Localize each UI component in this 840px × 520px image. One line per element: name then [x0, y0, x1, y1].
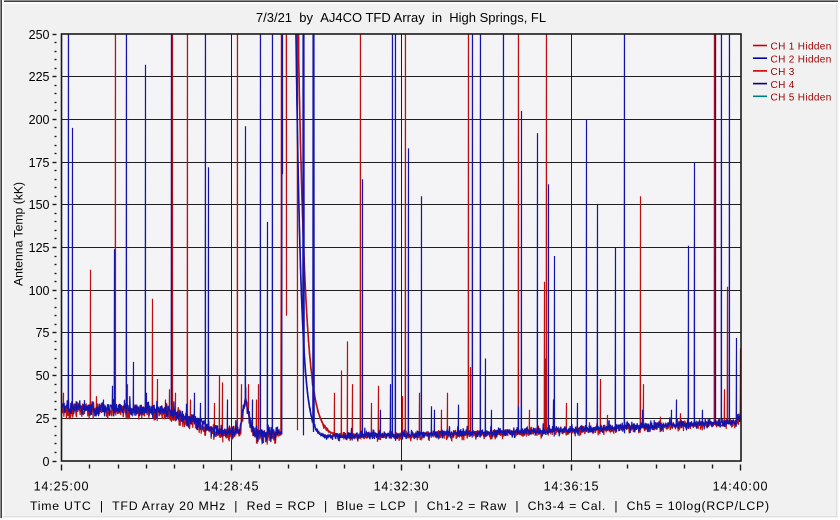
svg-text:14:32:30: 14:32:30 — [374, 480, 430, 494]
svg-text:CH 1 Hidden: CH 1 Hidden — [771, 42, 832, 53]
svg-text:0: 0 — [43, 455, 50, 469]
svg-text:CH 5 Hidden: CH 5 Hidden — [771, 93, 832, 104]
svg-text:125: 125 — [29, 241, 50, 255]
svg-text:7/3/21 by AJ4CO TFD Array i: 7/3/21 by AJ4CO TFD Array in High Spring… — [256, 10, 546, 25]
svg-text:100: 100 — [29, 284, 50, 298]
svg-text:250: 250 — [29, 28, 50, 42]
svg-text:75: 75 — [36, 326, 50, 340]
svg-text:Time UTC | TFD Array 20 MHz: Time UTC | TFD Array 20 MHz | Red = RCP … — [30, 499, 770, 513]
svg-text:14:25:00: 14:25:00 — [34, 480, 90, 494]
svg-text:25: 25 — [36, 412, 50, 426]
svg-text:50: 50 — [36, 369, 50, 383]
svg-text:CH 4: CH 4 — [771, 80, 795, 91]
svg-text:175: 175 — [29, 156, 50, 170]
svg-text:150: 150 — [29, 198, 50, 212]
svg-text:CH 3: CH 3 — [771, 67, 795, 78]
svg-text:200: 200 — [29, 113, 50, 127]
svg-text:14:40:00: 14:40:00 — [713, 480, 769, 494]
svg-text:CH 2 Hidden: CH 2 Hidden — [771, 54, 832, 65]
svg-text:14:36:15: 14:36:15 — [544, 480, 600, 494]
svg-text:Antenna Temp (kK): Antenna Temp (kK) — [12, 182, 26, 286]
svg-text:225: 225 — [29, 70, 50, 84]
svg-text:14:28:45: 14:28:45 — [204, 480, 260, 494]
